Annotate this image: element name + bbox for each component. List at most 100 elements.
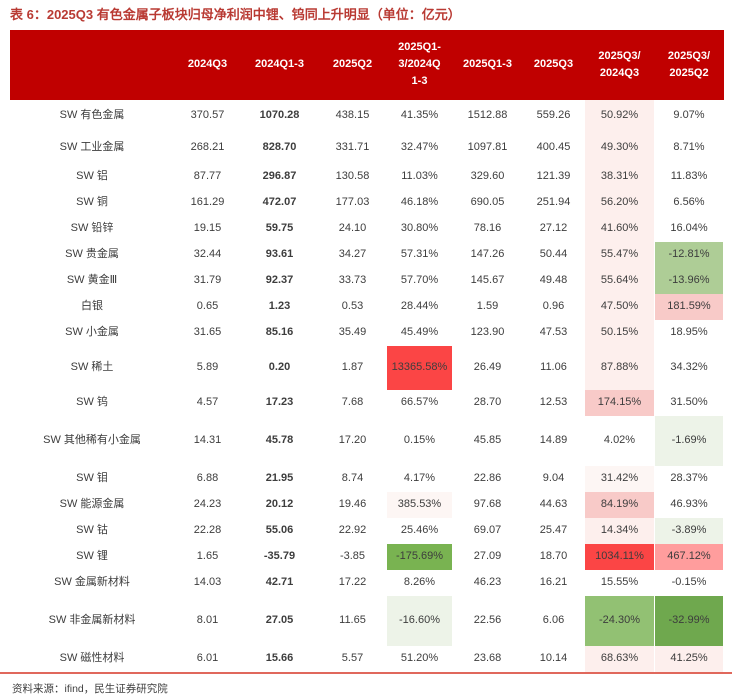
value-cell: 50.92% [584, 99, 655, 132]
row-label: SW 黄金Ⅲ [9, 267, 175, 294]
value-cell: 55.06 [240, 517, 319, 544]
value-cell: -12.81% [654, 241, 724, 268]
profit-table: 2024Q3 2024Q1-3 2025Q2 2025Q1- 3/2024Q 1-3 2… [9, 29, 724, 672]
value-cell: 13365.58% [386, 345, 453, 390]
value-cell: 331.71 [318, 131, 387, 164]
value-cell: 16.21 [522, 569, 585, 596]
value-cell: 25.46% [386, 517, 453, 544]
row-label: SW 磁性材料 [9, 645, 175, 672]
value-cell: 121.39 [522, 163, 585, 190]
table-row: SW 铝 87.77 296.87 130.58 11.03% 329.60 121.39 3… [9, 163, 724, 190]
value-cell: 17.20 [318, 415, 387, 466]
value-cell: 57.31% [386, 241, 453, 268]
value-cell: 55.47% [584, 241, 655, 268]
value-cell: 11.06 [522, 345, 585, 390]
value-cell: 18.95% [654, 319, 724, 346]
table-row: SW 其他稀有小金属 14.31 45.78 17.20 0.15% 45.85 14.89… [9, 415, 724, 466]
value-cell: 14.03 [174, 569, 241, 596]
value-cell: 92.37 [240, 267, 319, 294]
value-cell: 69.07 [452, 517, 523, 544]
value-cell: 45.78 [240, 415, 319, 466]
value-cell: 30.80% [386, 215, 453, 242]
value-cell: 46.23 [452, 569, 523, 596]
value-cell: 123.90 [452, 319, 523, 346]
value-cell: 438.15 [318, 99, 387, 132]
value-cell: 5.57 [318, 645, 387, 672]
value-cell: 28.44% [386, 293, 453, 320]
value-cell: 1097.81 [452, 131, 523, 164]
value-cell: 15.66 [240, 645, 319, 672]
table-row: SW 有色金属 370.57 1070.28 438.15 41.35% 1512.88 5… [9, 99, 724, 132]
column-header: 2025Q1- 3/2024Q 1-3 [386, 29, 453, 100]
value-cell: 35.49 [318, 319, 387, 346]
value-cell: 32.47% [386, 131, 453, 164]
row-label: SW 贵金属 [9, 241, 175, 268]
row-label: SW 钨 [9, 389, 175, 416]
row-label: SW 稀土 [9, 345, 175, 390]
header-row: 2024Q3 2024Q1-3 2025Q2 2025Q1- 3/2024Q 1-3 2… [9, 29, 724, 100]
value-cell: 31.50% [654, 389, 724, 416]
value-cell: 50.44 [522, 241, 585, 268]
value-cell: 268.21 [174, 131, 241, 164]
row-label: SW 铝 [9, 163, 175, 190]
value-cell: 18.70 [522, 543, 585, 570]
row-label: SW 能源金属 [9, 491, 175, 518]
column-header: 2025Q3/ 2024Q3 [584, 29, 655, 100]
value-cell: 8.74 [318, 465, 387, 492]
value-cell: 1034.11% [584, 543, 655, 570]
value-cell: 27.09 [452, 543, 523, 570]
value-cell: 1.23 [240, 293, 319, 320]
value-cell: 28.37% [654, 465, 724, 492]
value-cell: 6.56% [654, 189, 724, 216]
value-cell: 46.93% [654, 491, 724, 518]
row-label: SW 有色金属 [9, 99, 175, 132]
value-cell: 41.25% [654, 645, 724, 672]
value-cell: 6.01 [174, 645, 241, 672]
row-label: SW 工业金属 [9, 131, 175, 164]
value-cell: 31.65 [174, 319, 241, 346]
value-cell: 87.77 [174, 163, 241, 190]
row-label: SW 锂 [9, 543, 175, 570]
value-cell: 42.71 [240, 569, 319, 596]
value-cell: 49.30% [584, 131, 655, 164]
value-cell: 19.46 [318, 491, 387, 518]
value-cell: 370.57 [174, 99, 241, 132]
value-cell: 31.42% [584, 465, 655, 492]
table-row: SW 铜 161.29 472.07 177.03 46.18% 690.05 251.94… [9, 189, 724, 216]
value-cell: 0.15% [386, 415, 453, 466]
value-cell: -32.99% [654, 595, 724, 646]
row-label: SW 非金属新材料 [9, 595, 175, 646]
value-cell: 8.26% [386, 569, 453, 596]
value-cell: -1.69% [654, 415, 724, 466]
value-cell: 17.22 [318, 569, 387, 596]
table-row: SW 锂 1.65 -35.79 -3.85 -175.69% 27.09 18.70 103… [9, 543, 724, 570]
value-cell: 78.16 [452, 215, 523, 242]
value-cell: 11.03% [386, 163, 453, 190]
value-cell: 57.70% [386, 267, 453, 294]
value-cell: 10.14 [522, 645, 585, 672]
value-cell: 22.92 [318, 517, 387, 544]
value-cell: 1512.88 [452, 99, 523, 132]
value-cell: 47.53 [522, 319, 585, 346]
table-row: 白银 0.65 1.23 0.53 28.44% 1.59 0.96 47.50% 181.59… [9, 293, 724, 320]
value-cell: 130.58 [318, 163, 387, 190]
value-cell: 41.60% [584, 215, 655, 242]
column-header: 2025Q3/ 2025Q2 [654, 29, 724, 100]
value-cell: 690.05 [452, 189, 523, 216]
value-cell: 0.96 [522, 293, 585, 320]
row-label: SW 铜 [9, 189, 175, 216]
value-cell: -3.85 [318, 543, 387, 570]
value-cell: 11.83% [654, 163, 724, 190]
value-cell: 6.06 [522, 595, 585, 646]
table-row: SW 非金属新材料 8.01 27.05 11.65 -16.60% 22.56 6.06-… [9, 595, 724, 646]
value-cell: 59.75 [240, 215, 319, 242]
value-cell: 174.15% [584, 389, 655, 416]
value-cell: -175.69% [386, 543, 453, 570]
value-cell: 161.29 [174, 189, 241, 216]
table-row: SW 铅锌 19.15 59.75 24.10 30.80% 78.16 27.12 41.6… [9, 215, 724, 242]
value-cell: -0.15% [654, 569, 724, 596]
value-cell: 44.63 [522, 491, 585, 518]
value-cell: 46.18% [386, 189, 453, 216]
value-cell: 32.44 [174, 241, 241, 268]
value-cell: 7.68 [318, 389, 387, 416]
